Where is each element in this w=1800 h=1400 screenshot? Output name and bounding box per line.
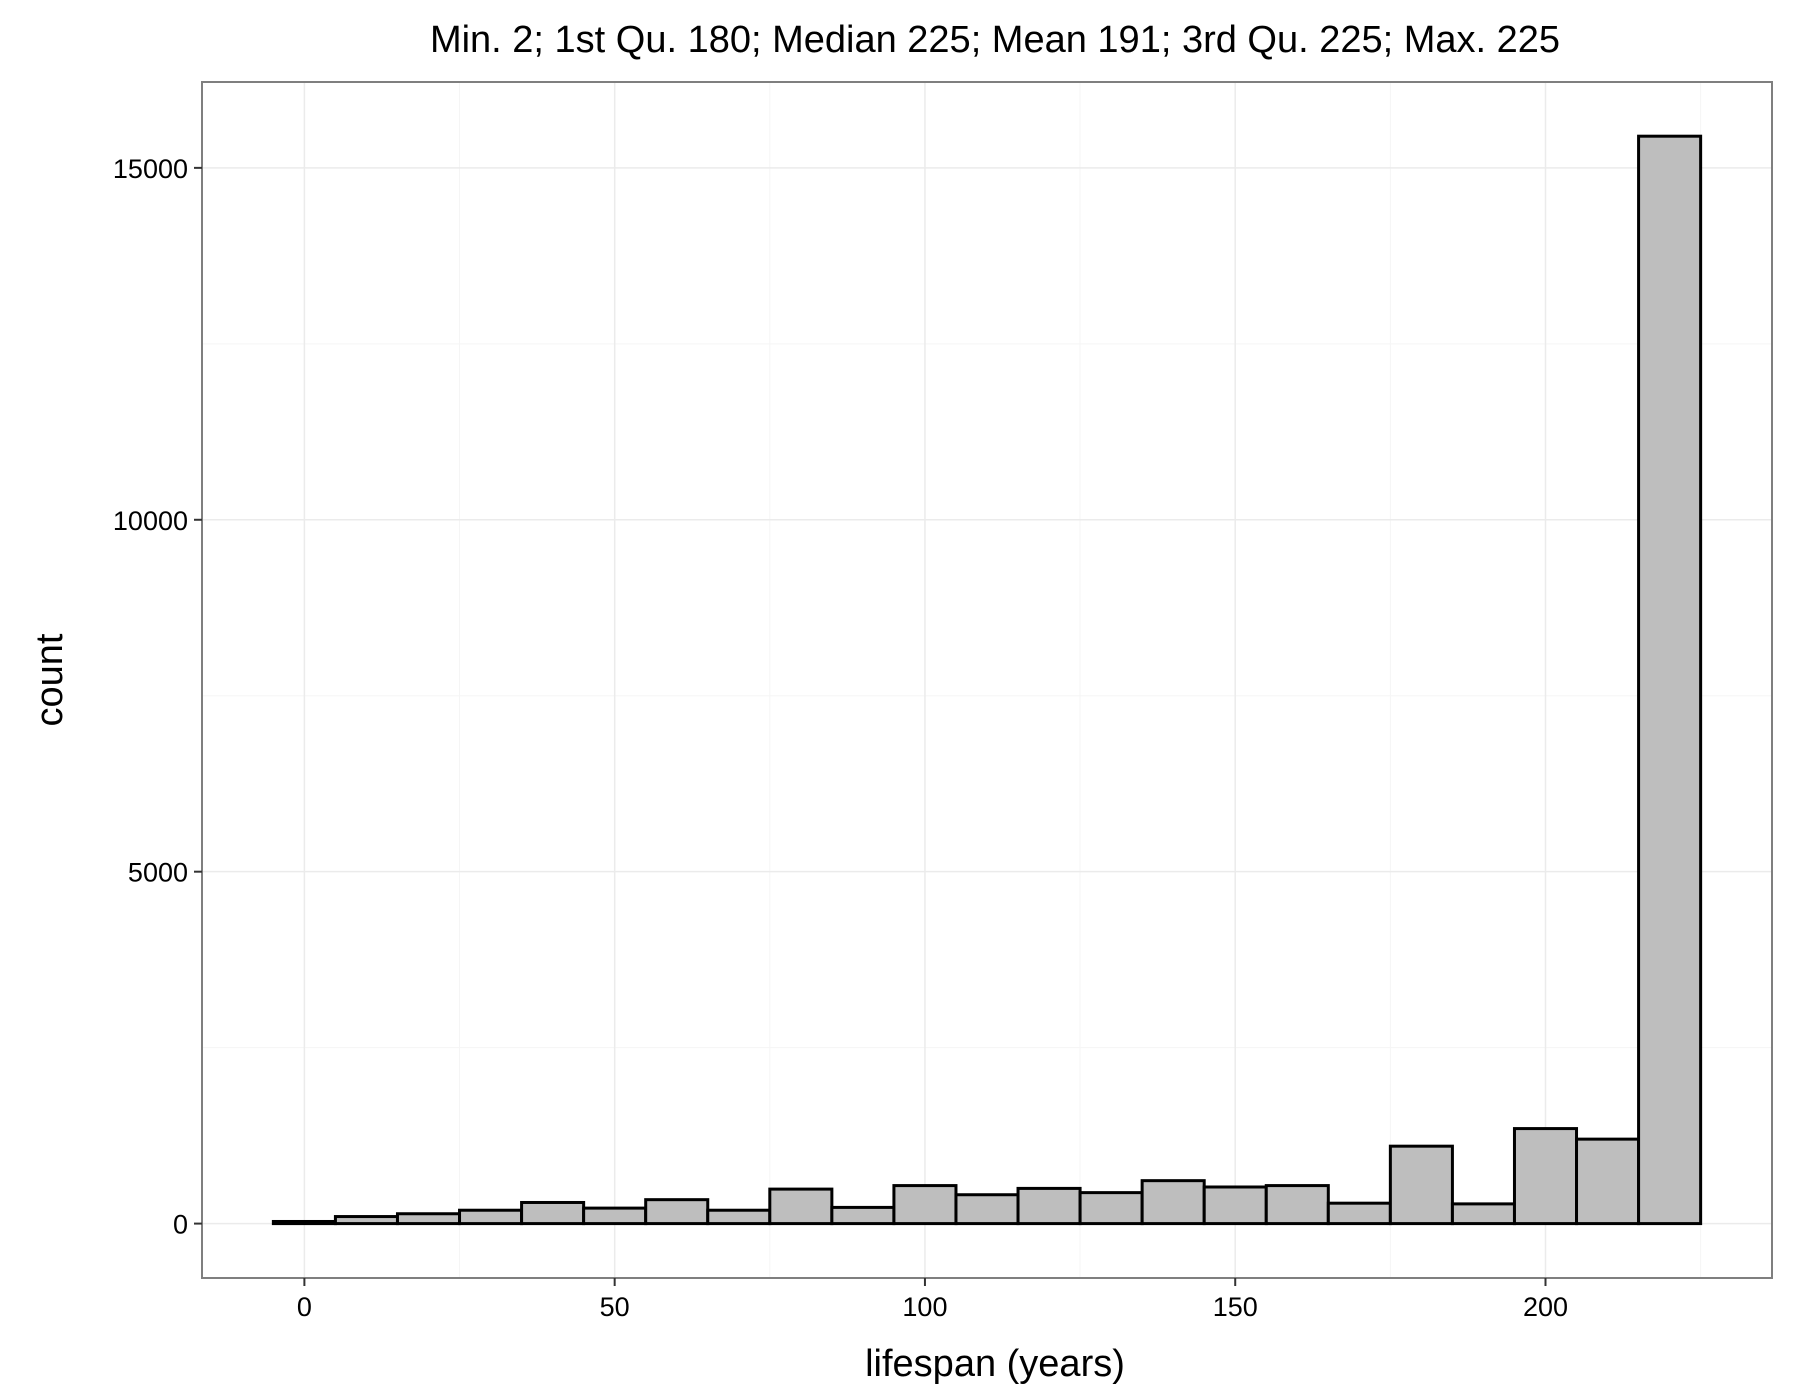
histogram-bar-12 xyxy=(1016,1186,1082,1226)
y-tick-label: 15000 xyxy=(113,154,188,184)
histogram-bar-22 xyxy=(1637,134,1703,1226)
histogram-bar-6 xyxy=(644,1198,710,1226)
histogram-bar-1 xyxy=(333,1215,399,1226)
x-tick-label: 200 xyxy=(1523,1292,1568,1322)
histogram-bar-17 xyxy=(1326,1201,1392,1226)
histogram-bar-2 xyxy=(395,1212,462,1226)
x-tick-label: 150 xyxy=(1213,1292,1258,1322)
histogram-bar-20 xyxy=(1512,1127,1579,1226)
axes-layer: 0 50 100 150 200 0 5000 10000 15000 xyxy=(113,154,1568,1322)
histogram-bar-21 xyxy=(1575,1137,1641,1226)
x-tick-label: 0 xyxy=(297,1292,312,1322)
histogram-bar-8 xyxy=(768,1187,834,1226)
histogram-bar-16 xyxy=(1264,1184,1330,1226)
panel-border xyxy=(201,81,1773,1279)
histogram-bar-10 xyxy=(892,1184,958,1226)
histogram-bar-15 xyxy=(1202,1185,1268,1226)
y-axis-title: count xyxy=(29,633,71,726)
histogram-bar-18 xyxy=(1388,1144,1454,1226)
histogram-bar-5 xyxy=(582,1206,648,1226)
histogram-bar-13 xyxy=(1078,1191,1144,1226)
chart-title: Min. 2; 1st Qu. 180; Median 225; Mean 19… xyxy=(430,19,1560,61)
x-axis-title: lifespan (years) xyxy=(865,1343,1125,1385)
histogram-bar-4 xyxy=(520,1200,586,1226)
y-tick-label: 10000 xyxy=(113,506,188,536)
histogram-bar-9 xyxy=(830,1205,896,1226)
histogram-bar-11 xyxy=(954,1193,1020,1226)
histogram-bar-0 xyxy=(271,1219,337,1226)
y-tick-label: 5000 xyxy=(128,858,188,888)
histogram-bar-19 xyxy=(1450,1202,1516,1226)
grid-layer xyxy=(202,82,1772,1278)
histogram-bar-14 xyxy=(1140,1179,1206,1226)
histogram-bar-3 xyxy=(458,1208,524,1226)
x-tick-label: 50 xyxy=(600,1292,630,1322)
x-tick-label: 100 xyxy=(902,1292,947,1322)
histogram-bar-7 xyxy=(706,1208,772,1226)
y-tick-label: 0 xyxy=(173,1210,188,1240)
bars-layer xyxy=(271,134,1703,1226)
